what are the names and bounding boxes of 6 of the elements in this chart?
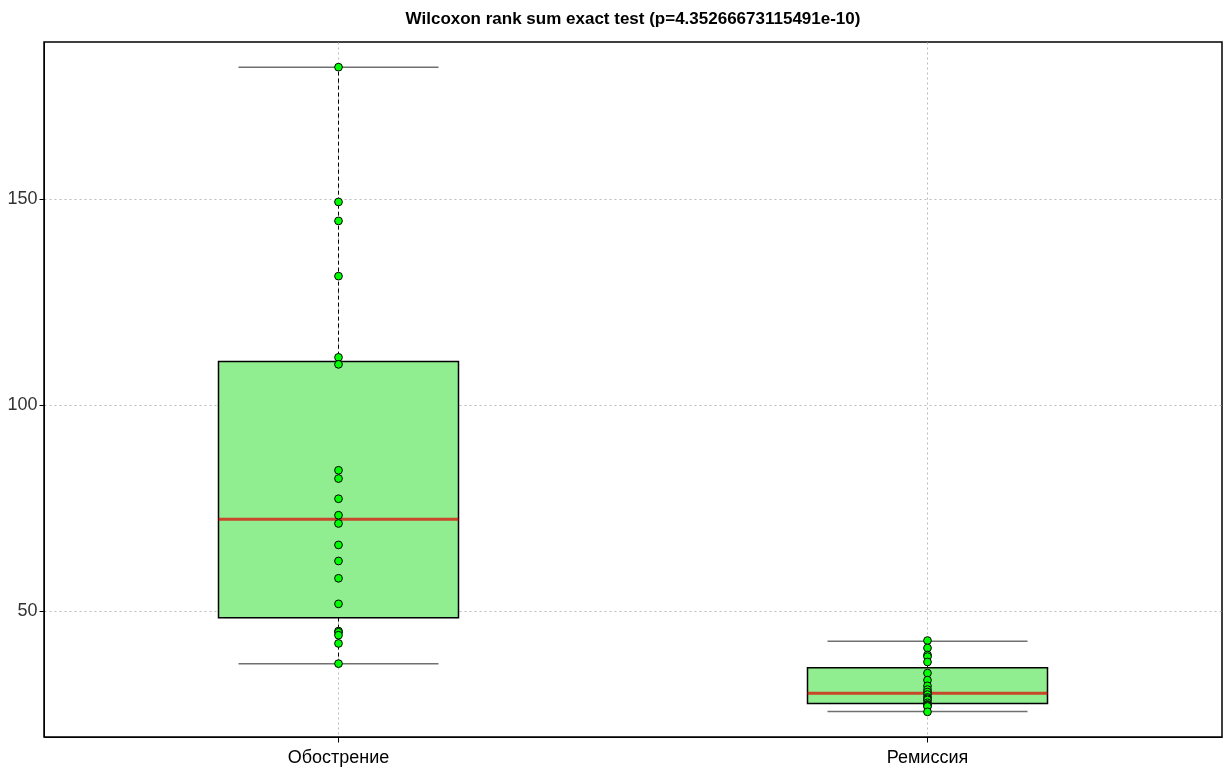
y-tick-label: 150: [7, 188, 38, 209]
y-tick-label: 50: [17, 600, 38, 621]
x-tick-label: Ремиссия: [886, 746, 969, 767]
y-tick-label: 100: [7, 394, 38, 415]
chart-title: Wilcoxon rank sum exact test (p=4.35266673115491e-10): [405, 9, 861, 28]
x-tick-label: Обострение: [287, 746, 390, 767]
